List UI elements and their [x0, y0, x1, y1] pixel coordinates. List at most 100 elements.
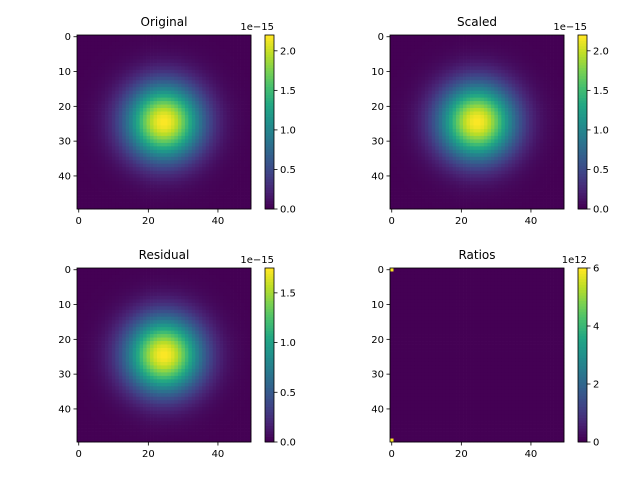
heatmap-cell: [139, 90, 144, 95]
heatmap-cell: [167, 170, 172, 175]
heatmap-cell: [157, 153, 161, 158]
heatmap-cell: [421, 195, 426, 199]
heatmap-cell: [198, 104, 203, 109]
heatmap-cell: [424, 76, 429, 81]
heatmap-cell: [424, 115, 429, 119]
heatmap-cell: [557, 191, 561, 196]
heatmap-cell: [504, 128, 509, 133]
heatmap-cell: [240, 62, 245, 67]
heatmap-cell: [543, 80, 547, 85]
heatmap-cell: [473, 184, 478, 189]
heatmap-cell: [115, 59, 120, 64]
heatmap-cell: [459, 153, 464, 158]
heatmap-cell: [223, 59, 227, 64]
heatmap-cell: [470, 184, 474, 189]
heatmap-cell: [177, 83, 182, 88]
heatmap-cell: [244, 90, 248, 95]
heatmap-cell: [244, 35, 248, 39]
heatmap-cell: [164, 94, 168, 98]
heatmap-cell: [477, 108, 481, 112]
heatmap-cell: [522, 115, 527, 119]
heatmap-cell: [550, 80, 554, 85]
heatmap-cell: [501, 45, 506, 50]
heatmap-cell: [515, 118, 520, 123]
heatmap-cell: [191, 59, 196, 64]
heatmap-cell: [508, 132, 513, 137]
heatmap-cell: [508, 160, 513, 165]
heatmap-cell: [77, 177, 81, 182]
heatmap-cell: [216, 101, 221, 105]
heatmap-cell: [223, 181, 227, 185]
heatmap-cell: [449, 139, 453, 144]
heatmap-cell: [466, 69, 471, 74]
heatmap-cell: [87, 55, 92, 60]
heatmap-cell: [146, 83, 151, 88]
heatmap-cell: [466, 139, 471, 144]
heatmap-cell: [167, 181, 172, 185]
heatmap-cell: [195, 135, 200, 140]
heatmap-cell: [101, 45, 106, 50]
heatmap-cell: [205, 174, 210, 179]
heatmap-cell: [487, 128, 492, 133]
heatmap-cell: [216, 69, 221, 74]
heatmap-cell: [487, 38, 492, 43]
heatmap-cell: [108, 132, 113, 137]
heatmap-cell: [181, 55, 186, 60]
heatmap-cell: [414, 132, 419, 137]
heatmap-cell: [403, 160, 408, 165]
heatmap-cell: [438, 76, 443, 81]
heatmap-cell: [504, 146, 509, 151]
heatmap-cell: [181, 69, 186, 74]
heatmap-cell: [480, 83, 485, 88]
heatmap-cell: [139, 55, 144, 60]
heatmap-cell: [170, 118, 175, 123]
heatmap-cell: [240, 184, 245, 189]
heatmap-cell: [164, 142, 168, 147]
heatmap-cell: [184, 45, 189, 50]
heatmap-cell: [400, 125, 405, 130]
heatmap-cell: [400, 188, 405, 192]
heatmap-cell: [525, 181, 530, 185]
heatmap-cell: [164, 181, 168, 185]
heatmap-cell: [237, 111, 241, 116]
heatmap-cell: [87, 76, 92, 81]
heatmap-cell: [122, 177, 127, 182]
heatmap-cell: [410, 101, 415, 105]
heatmap-cell: [410, 80, 415, 85]
heatmap-cell: [132, 132, 137, 137]
heatmap-cell: [501, 76, 506, 81]
heatmap-cell: [501, 174, 506, 179]
heatmap-cell: [143, 184, 147, 189]
heatmap-cell: [94, 122, 99, 126]
heatmap-cell: [431, 94, 436, 98]
heatmap-cell: [150, 48, 154, 53]
heatmap-cell: [115, 97, 120, 102]
heatmap-cell: [202, 181, 207, 185]
heatmap-cell: [237, 146, 241, 151]
heatmap-cell: [139, 41, 144, 46]
heatmap-cell: [143, 73, 147, 78]
heatmap-cell: [104, 156, 109, 161]
heatmap-cell: [83, 177, 88, 182]
heatmap-cell: [104, 195, 109, 199]
heatmap-cell: [421, 94, 426, 98]
heatmap-cell: [77, 76, 81, 81]
heatmap-cell: [438, 73, 443, 78]
heatmap-cell: [546, 160, 551, 165]
heatmap-cell: [445, 128, 450, 133]
heatmap-cell: [511, 167, 516, 172]
heatmap-cell: [529, 69, 534, 74]
heatmap-cell: [212, 55, 217, 60]
heatmap-cell: [223, 83, 227, 88]
heatmap-cell: [125, 139, 130, 144]
heatmap-cell: [136, 188, 140, 192]
heatmap-cell: [160, 198, 165, 203]
heatmap-cell: [195, 202, 200, 206]
heatmap-cell: [212, 69, 217, 74]
heatmap-cell: [438, 163, 443, 168]
heatmap-cell: [153, 48, 158, 53]
heatmap-cell: [108, 195, 113, 199]
heatmap-cell: [139, 118, 144, 123]
heatmap-cell: [202, 104, 207, 109]
heatmap-cell: [233, 153, 238, 158]
